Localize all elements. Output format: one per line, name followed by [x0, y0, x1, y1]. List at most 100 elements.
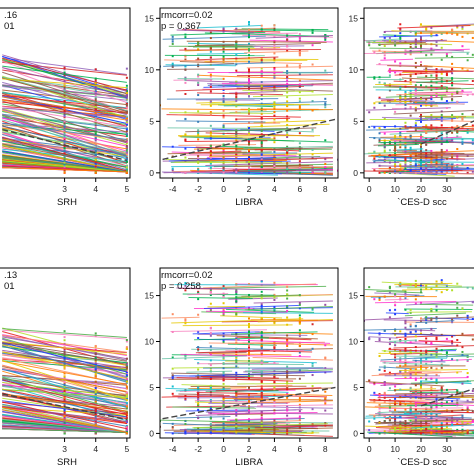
data-point	[440, 386, 443, 389]
data-point	[404, 107, 407, 110]
data-point	[94, 135, 97, 138]
data-point	[420, 365, 422, 368]
data-point	[63, 336, 66, 339]
data-point	[260, 145, 263, 148]
subject-line	[2, 342, 127, 373]
data-point	[378, 171, 381, 174]
data-point	[461, 126, 464, 129]
data-point	[286, 388, 289, 391]
data-point	[451, 77, 454, 80]
data-point	[63, 389, 66, 392]
data-point	[171, 367, 174, 370]
subject-line	[179, 61, 235, 64]
y-tick-label: 15	[145, 291, 155, 301]
subject-line	[184, 140, 268, 142]
data-point	[435, 373, 438, 376]
data-point	[273, 318, 276, 321]
subject-line	[200, 375, 279, 379]
subject-line	[384, 85, 461, 89]
data-point	[420, 412, 422, 415]
data-point	[94, 415, 97, 418]
data-point	[298, 166, 301, 169]
data-point	[420, 51, 422, 54]
data-point	[260, 361, 263, 364]
data-point	[286, 82, 289, 85]
data-point	[197, 393, 200, 396]
data-point	[404, 332, 407, 335]
data-point	[311, 90, 314, 93]
data-point	[414, 324, 417, 327]
data-point	[125, 166, 128, 169]
subject-line	[2, 405, 127, 423]
data-point	[197, 386, 200, 389]
data-point	[445, 409, 448, 412]
data-point	[445, 401, 448, 404]
data-point	[435, 94, 438, 97]
data-point	[440, 143, 443, 146]
data-point	[222, 95, 225, 98]
data-point	[388, 291, 391, 294]
data-point	[414, 30, 417, 33]
subject-line	[178, 144, 257, 146]
data-point	[286, 309, 289, 312]
x-tick-label: -4	[169, 184, 177, 194]
data-point	[209, 377, 212, 380]
data-point	[311, 307, 314, 310]
data-point	[435, 317, 438, 320]
data-point	[430, 353, 433, 356]
data-point	[273, 28, 276, 31]
data-point	[311, 63, 314, 66]
data-point	[94, 368, 97, 371]
data-point	[63, 385, 66, 388]
data-point	[94, 154, 97, 157]
data-point	[471, 93, 474, 96]
data-point	[273, 67, 276, 70]
subject-line	[244, 368, 309, 372]
data-point	[404, 157, 407, 160]
data-point	[404, 341, 407, 344]
data-point	[222, 126, 225, 129]
data-point	[184, 318, 187, 321]
data-point	[125, 340, 128, 343]
data-point	[466, 372, 469, 375]
data-point	[414, 330, 417, 333]
data-point	[184, 139, 187, 142]
data-point	[94, 382, 97, 385]
data-point	[171, 385, 174, 388]
subject-line	[2, 406, 127, 433]
subject-line	[423, 30, 474, 33]
data-point	[399, 360, 402, 363]
x-tick-label: -2	[194, 184, 202, 194]
subject-line	[221, 339, 331, 344]
data-point	[471, 410, 474, 413]
data-point	[409, 168, 412, 171]
data-point	[394, 428, 397, 431]
data-point	[451, 423, 454, 426]
data-point	[125, 158, 128, 161]
data-point	[298, 142, 301, 145]
data-point	[260, 360, 263, 363]
subject-line	[2, 351, 127, 372]
data-point	[125, 366, 128, 369]
data-point	[273, 281, 276, 284]
data-point	[394, 418, 397, 421]
data-point	[368, 379, 371, 382]
data-point	[440, 171, 443, 174]
data-point	[248, 348, 250, 351]
data-point	[63, 366, 66, 369]
data-point	[414, 38, 417, 41]
data-point	[435, 141, 438, 144]
data-point	[235, 365, 238, 368]
subject-line	[2, 341, 127, 362]
data-point	[94, 116, 97, 119]
subject-line	[366, 402, 399, 404]
data-point	[383, 366, 386, 369]
data-point	[286, 145, 289, 148]
subject-line	[402, 430, 452, 434]
data-point	[286, 104, 289, 107]
subject-line	[387, 155, 466, 160]
data-point	[222, 50, 225, 53]
data-point	[461, 113, 464, 116]
data-point	[404, 136, 407, 139]
data-point	[440, 119, 443, 122]
